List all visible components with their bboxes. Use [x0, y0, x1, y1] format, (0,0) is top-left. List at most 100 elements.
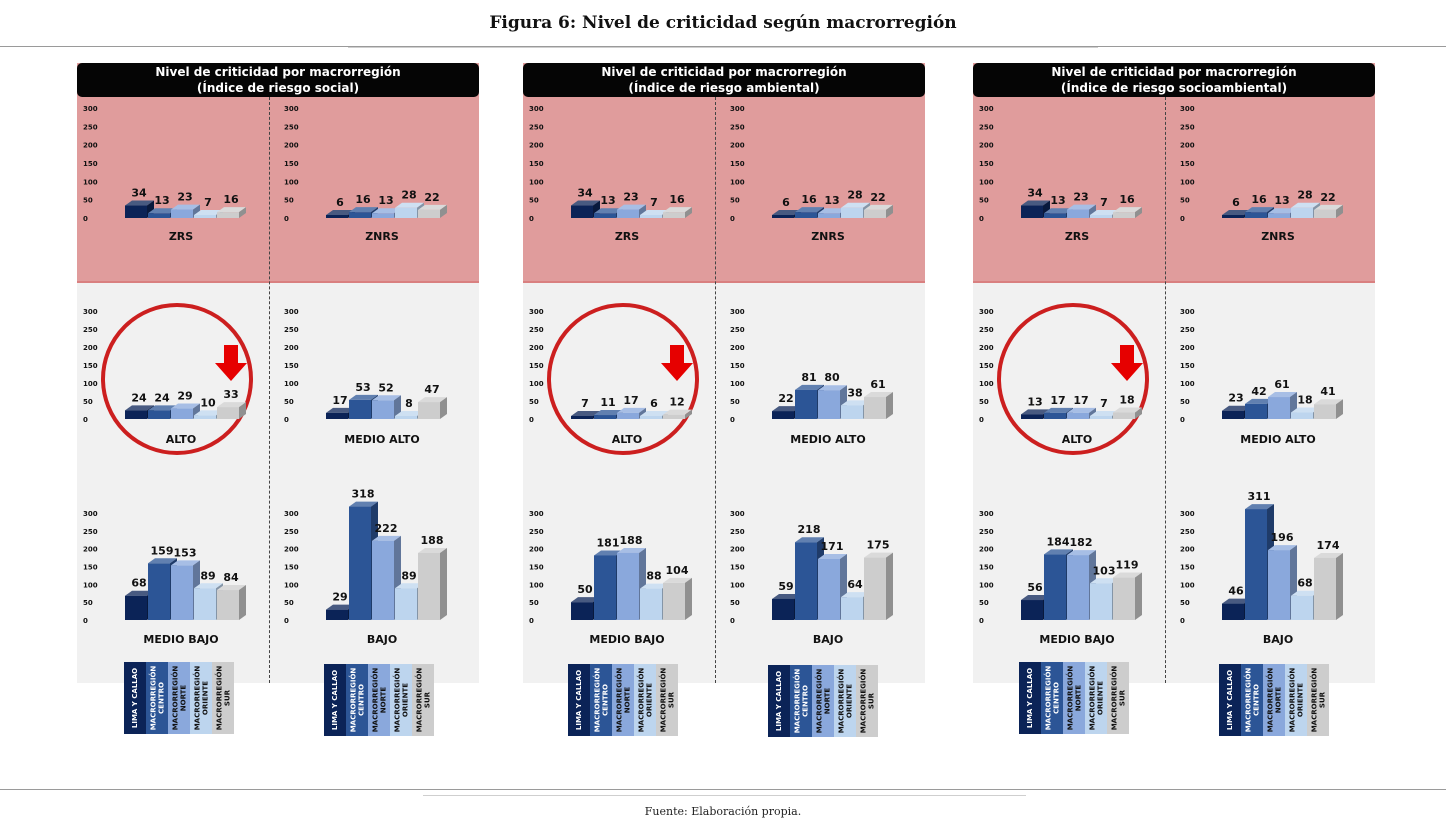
bar-front — [640, 588, 662, 620]
y-tick-label: 200 — [83, 344, 98, 352]
bar-front — [148, 563, 170, 620]
category-label: ZRS — [169, 230, 193, 243]
bar-front — [841, 207, 863, 218]
y-tick-label: 100 — [529, 178, 544, 186]
legend-item: MACRORREGIÓN CENTRO — [590, 664, 612, 736]
y-tick-label: 300 — [83, 105, 98, 113]
bar-front — [772, 598, 794, 620]
bar-front — [395, 207, 417, 218]
data-label: 13 — [1027, 395, 1042, 408]
panel-header: Nivel de criticidad por macrorregión (Ín… — [77, 63, 479, 97]
legend-label: MACRORREGIÓN NORTE — [1066, 665, 1082, 731]
data-label: 84 — [223, 571, 239, 584]
y-tick-label: 200 — [1180, 546, 1195, 554]
y-tick-label: 250 — [529, 326, 544, 334]
y-tick-label: 250 — [284, 123, 299, 131]
bar-front — [372, 540, 394, 620]
bar-top — [1113, 407, 1142, 413]
panel-title-line1: Nivel de criticidad por macrorregión — [601, 65, 847, 79]
bar-front — [594, 555, 616, 620]
y-tick-label: 150 — [284, 564, 299, 572]
legend-item: LIMA Y CALLAO — [768, 665, 790, 737]
y-tick-label: 250 — [1180, 123, 1195, 131]
panel-title-line1: Nivel de criticidad por macrorregión — [155, 65, 401, 79]
y-tick-label: 0 — [529, 416, 534, 424]
data-label: 34 — [1027, 187, 1043, 200]
data-label: 6 — [336, 196, 344, 209]
legend-item: MACRORREGIÓN NORTE — [612, 664, 634, 736]
legend-item: LIMA Y CALLAO — [124, 662, 146, 734]
data-label: 16 — [1251, 193, 1267, 206]
data-label: 218 — [798, 523, 821, 536]
data-label: 7 — [1100, 196, 1108, 209]
data-label: 53 — [355, 381, 370, 394]
y-tick-label: 100 — [284, 178, 299, 186]
bar — [418, 397, 447, 419]
bar-front — [1021, 600, 1043, 620]
category-label: MEDIO BAJO — [1039, 633, 1114, 646]
bar — [217, 207, 246, 218]
category-label: ZNRS — [811, 230, 845, 243]
legend-label: MACRORREGIÓN CENTRO — [1044, 665, 1060, 731]
bar-top — [148, 405, 177, 411]
data-label: 88 — [646, 570, 661, 583]
bar-top — [349, 207, 378, 213]
bar-front — [1067, 209, 1089, 218]
bar-top — [864, 552, 893, 558]
y-tick-label: 200 — [529, 344, 544, 352]
y-tick-label: 150 — [83, 564, 98, 572]
data-label: 89 — [401, 569, 416, 582]
legend-label: MACRORREGIÓN SUR — [415, 667, 431, 733]
bar-side — [239, 585, 246, 620]
category-label: MEDIO ALTO — [790, 433, 865, 446]
down-arrow-icon — [661, 345, 693, 381]
legend-label: MACRORREGIÓN NORTE — [815, 668, 831, 734]
panel-chart: 300 250 200 150 100 50 0 34 13 23 7 16 ZRS 300 250 200 1… — [979, 105, 1343, 646]
y-tick-label: 50 — [1180, 398, 1190, 406]
y-tick-label: 150 — [83, 362, 98, 370]
category-label: MEDIO ALTO — [1240, 433, 1315, 446]
bar-top — [571, 411, 600, 416]
bar-front — [1314, 557, 1336, 620]
y-tick-label: 100 — [529, 380, 544, 388]
legend-item: MACRORREGIÓN CENTRO — [346, 664, 368, 736]
legend-item: MACRORREGIÓN SUR — [1307, 664, 1329, 736]
legend-item: MACRORREGIÓN CENTRO — [1241, 664, 1263, 736]
y-tick-label: 250 — [284, 326, 299, 334]
bar-side — [440, 547, 447, 620]
bar-front — [418, 552, 440, 620]
y-tick-label: 300 — [284, 105, 299, 113]
y-tick-label: 300 — [979, 308, 994, 316]
bar-top — [1067, 407, 1096, 413]
bar-top — [217, 585, 246, 591]
y-tick-label: 150 — [1180, 160, 1195, 168]
bar-front — [1245, 212, 1267, 218]
legend-item: MACRORREGIÓN SUR — [212, 662, 234, 734]
bottom-rule-inner — [423, 795, 1026, 796]
bar-top — [864, 392, 893, 398]
bar-front — [1021, 205, 1043, 218]
bar-top — [395, 202, 424, 208]
bar — [1314, 552, 1343, 620]
y-tick-label: 150 — [730, 362, 745, 370]
bar-front — [640, 416, 662, 419]
legend-item: MACRORREGIÓN ORIENTE — [834, 665, 856, 737]
data-label: 24 — [131, 391, 147, 404]
y-tick-label: 300 — [83, 308, 98, 316]
zone-band — [77, 63, 479, 283]
bar-front — [326, 609, 348, 620]
bar-top — [640, 210, 669, 215]
y-tick-label: 50 — [730, 197, 740, 205]
panel-socioambiental: Nivel de criticidad por macrorregión (Ín… — [973, 63, 1375, 683]
y-tick-label: 0 — [529, 617, 534, 625]
bar-front — [326, 215, 348, 218]
data-label: 61 — [870, 378, 885, 391]
bar-front — [372, 213, 394, 218]
data-label: 52 — [378, 381, 393, 394]
zone-band — [523, 63, 925, 283]
bar-top — [795, 537, 824, 543]
bar-top — [1268, 392, 1297, 398]
category-label: BAJO — [1263, 633, 1293, 646]
y-tick-label: 200 — [529, 142, 544, 150]
bar-top — [1245, 504, 1274, 510]
